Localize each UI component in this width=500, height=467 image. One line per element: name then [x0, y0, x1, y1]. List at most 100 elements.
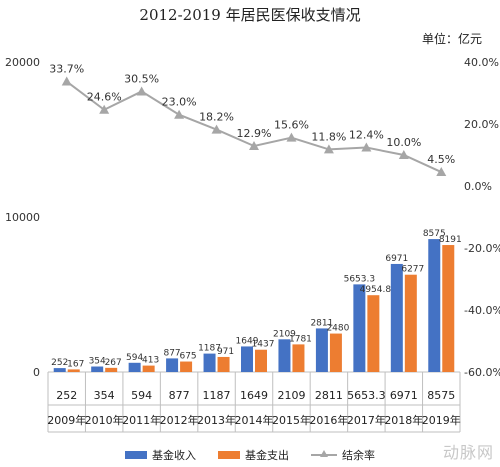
data-label-income: 594	[126, 353, 143, 363]
bar-income	[166, 358, 179, 372]
bar-income	[278, 339, 291, 372]
data-label-balance-rate: 23.0%	[162, 96, 197, 109]
data-label-income: 6971	[385, 254, 408, 264]
bar-income	[315, 328, 328, 372]
category-label: 2017年	[347, 413, 386, 427]
legend-label-expense: 基金支出	[245, 449, 289, 462]
marker-balance-rate	[61, 76, 72, 86]
table-cell-value: 5653.3	[347, 389, 386, 402]
marker-balance-rate	[249, 141, 259, 151]
data-label-income: 877	[163, 348, 180, 358]
left-axis-tick-label: 10000	[5, 211, 40, 224]
bar-expense	[255, 349, 267, 372]
bar-expense	[367, 295, 380, 372]
marker-balance-rate	[136, 86, 147, 96]
data-label-income: 1187	[198, 344, 221, 354]
bar-income	[128, 362, 141, 372]
legend-swatch-balance-rate	[311, 450, 337, 460]
data-label-expense: 267	[105, 358, 122, 368]
data-label-expense: 1437	[252, 340, 275, 350]
data-label-income: 5653.3	[344, 274, 376, 284]
legend-label-balance-rate: 结余率	[342, 449, 375, 462]
category-label: 2011年	[122, 413, 161, 427]
unit-label: 单位：亿元	[421, 32, 482, 46]
data-label-expense: 413	[142, 356, 159, 366]
legend-label-income: 基金收入	[152, 449, 196, 462]
data-label-expense: 167	[67, 359, 84, 369]
data-label-expense: 4954.8	[360, 285, 392, 295]
data-label-balance-rate: 4.5%	[427, 153, 455, 166]
marker-balance-rate	[323, 144, 334, 154]
table-cell-value: 1649	[240, 389, 268, 402]
bar-expense	[180, 361, 193, 372]
legend-swatch-expense	[218, 451, 240, 459]
bar-income	[203, 353, 216, 372]
marker-balance-rate	[436, 167, 447, 177]
right-axis-tick-label: -20.0%	[464, 242, 500, 255]
table-cell-value: 354	[94, 389, 115, 402]
left-axis-tick-label: 20000	[5, 56, 40, 69]
bar-expense	[105, 367, 118, 372]
bar-income	[390, 263, 403, 372]
category-label: 2015年	[272, 413, 311, 427]
bar-expense	[217, 356, 230, 372]
data-label-income: 1649	[236, 336, 259, 346]
data-label-balance-rate: 24.6%	[87, 91, 122, 104]
data-label-expense: 2480	[326, 324, 349, 334]
legend-item-expense: 基金支出	[218, 447, 289, 463]
bar-expense	[67, 369, 80, 372]
data-label-expense: 6277	[401, 265, 424, 275]
data-label-expense: 675	[179, 352, 196, 362]
data-label-expense: 8191	[439, 235, 462, 245]
legend-item-income: 基金收入	[125, 447, 196, 463]
bar-income	[241, 346, 253, 372]
marker-balance-rate	[398, 150, 409, 159]
data-label-balance-rate: 12.4%	[349, 129, 384, 142]
bar-expense	[292, 344, 305, 372]
data-label-income: 354	[89, 357, 106, 367]
right-axis-tick-label: -60.0%	[464, 366, 500, 379]
data-label-income: 2109	[273, 329, 296, 339]
table-cell-value: 6971	[390, 389, 418, 402]
data-label-balance-rate: 10.0%	[386, 136, 421, 149]
data-label-income: 252	[51, 358, 68, 368]
bar-income	[53, 368, 66, 372]
right-axis-tick-label: 0.0%	[464, 180, 492, 193]
data-label-income: 2811	[310, 318, 333, 328]
category-label: 2014年	[235, 413, 274, 427]
right-axis-tick-label: 20.0%	[464, 118, 499, 131]
bar-income	[428, 239, 441, 372]
data-label-balance-rate: 30.5%	[124, 72, 159, 85]
bar-income	[91, 366, 104, 372]
legend: 基金收入 基金支出 结余率	[0, 447, 500, 463]
table-cell-value: 8575	[427, 389, 455, 402]
legend-item-balance-rate: 结余率	[311, 447, 375, 463]
data-label-expense: 971	[217, 347, 234, 357]
right-axis-tick-label: -40.0%	[464, 304, 500, 317]
data-label-balance-rate: 18.2%	[199, 111, 234, 124]
marker-balance-rate	[99, 104, 110, 114]
data-label-balance-rate: 12.9%	[237, 127, 272, 140]
right-axis-tick-label: 40.0%	[464, 56, 499, 69]
category-label: 2016年	[309, 413, 348, 427]
marker-balance-rate	[361, 142, 372, 152]
bar-expense	[404, 274, 417, 372]
table-cell-value: 594	[131, 389, 152, 402]
table-cell-value: 1187	[203, 389, 231, 402]
legend-swatch-income	[125, 451, 147, 459]
category-label: 2013年	[197, 413, 236, 427]
category-label: 2019年	[422, 413, 461, 427]
left-axis-tick-label: 0	[33, 366, 40, 379]
bar-expense	[442, 245, 455, 372]
marker-balance-rate	[174, 109, 185, 119]
chart-title: 2012-2019 年居民医保收支情况	[139, 6, 361, 24]
category-label: 2012年	[160, 413, 199, 427]
table-cell-value: 877	[169, 389, 190, 402]
data-label-expense: 1781	[289, 334, 312, 344]
category-label: 2009年	[47, 413, 86, 427]
marker-balance-rate	[286, 132, 297, 142]
table-cell-value: 252	[56, 389, 77, 402]
table-cell-value: 2109	[277, 389, 305, 402]
data-label-balance-rate: 11.8%	[311, 130, 346, 143]
